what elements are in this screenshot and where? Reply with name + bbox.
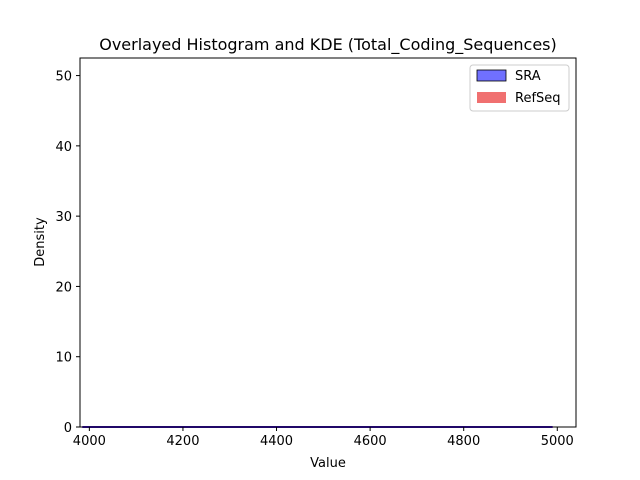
x-tick-label: 4800	[447, 434, 480, 449]
x-tick-label: 4000	[73, 434, 106, 449]
legend-swatch-refseq	[477, 92, 506, 103]
legend-swatch-sra	[476, 69, 507, 82]
x-tick-label: 4600	[354, 434, 387, 449]
legend-label-sra: SRA	[515, 69, 541, 84]
x-axis-label: Value	[310, 456, 346, 471]
y-axis-label: Density	[33, 217, 48, 267]
y-axis: 0 10 20 30 40 50	[55, 70, 80, 436]
y-tick-label: 20	[55, 280, 72, 295]
chart-title: Overlayed Histogram and KDE (Total_Codin…	[99, 35, 557, 55]
legend-label-refseq: RefSeq	[515, 91, 561, 106]
x-tick-label: 5000	[541, 434, 574, 449]
axes-frame	[79, 57, 577, 428]
y-tick-label: 30	[55, 210, 72, 225]
y-tick-label: 10	[55, 351, 72, 366]
y-tick-label: 40	[55, 140, 72, 155]
y-tick-label: 0	[64, 421, 72, 436]
x-axis: 4000 4200 4400 4600 4800 5000	[73, 427, 574, 449]
x-tick-label: 4400	[260, 434, 293, 449]
x-tick-label: 4200	[166, 434, 199, 449]
y-tick-label: 50	[55, 70, 72, 85]
legend: SRA RefSeq	[469, 64, 570, 112]
